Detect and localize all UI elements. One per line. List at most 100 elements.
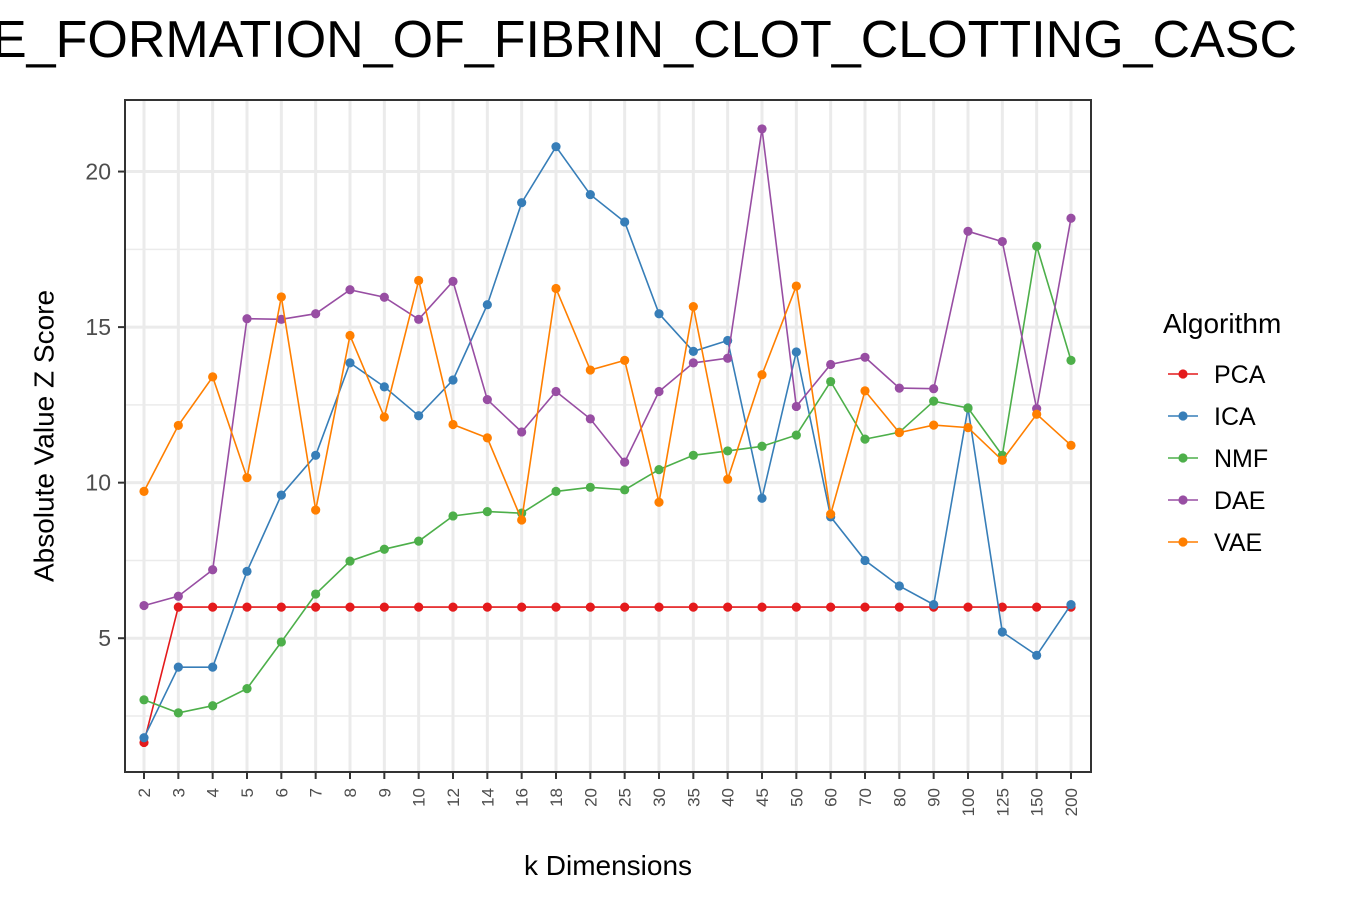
legend-label-dae: DAE [1214,487,1265,515]
data-point-pca [517,602,527,612]
data-point-vae [826,509,836,519]
x-tick-label: 6 [272,788,291,797]
data-point-nmf [791,430,801,440]
data-point-ica [482,300,492,310]
data-point-pca [654,602,664,612]
series-ica [139,142,1076,743]
x-tick-label: 35 [684,788,703,807]
x-tick-label: 80 [890,788,909,807]
panel-border [124,99,1092,773]
series-line-nmf [143,245,1072,714]
series-line-ica [143,145,1072,739]
data-point-ica [173,662,183,672]
legend-title: Algorithm [1163,308,1281,339]
data-point-dae [379,292,389,302]
data-point-vae [551,283,561,294]
data-point-dae [757,124,767,134]
data-point-vae [929,420,939,430]
data-point-vae [517,515,527,525]
legend-key-point-nmf [1178,453,1188,463]
data-point-ica [757,493,767,503]
x-tick-label: 4 [204,788,223,797]
legend-key-point-ica [1178,411,1188,421]
data-point-ica [242,566,252,576]
data-point-pca [963,602,973,612]
data-point-dae [929,384,939,394]
data-point-nmf [311,589,321,599]
data-point-ica [1066,600,1076,610]
data-point-vae [723,474,733,484]
legend-label-ica: ICA [1214,403,1256,431]
data-point-pca [826,602,836,612]
data-point-nmf [1032,241,1042,251]
series-line-vae [143,280,1072,523]
data-point-dae [860,352,870,362]
data-point-ica [860,555,870,566]
data-point-dae [517,427,527,437]
data-point-nmf [139,695,149,705]
data-point-nmf [654,465,664,475]
data-point-nmf [242,684,252,694]
data-point-nmf [723,446,733,456]
data-point-dae [448,276,458,286]
legend-item-nmf: NMF [1168,445,1268,473]
series-vae [139,275,1076,525]
data-point-vae [585,365,595,375]
data-point-pca [997,602,1007,612]
series-nmf [139,241,1076,718]
legend-item-ica: ICA [1168,403,1256,431]
data-point-dae [620,457,630,467]
y-tick-label: 5 [98,625,111,651]
data-point-vae [894,427,904,438]
chart-title: E_FORMATION_OF_FIBRIN_CLOT_CLOTTING_CASC [0,11,1298,69]
data-point-vae [345,330,355,341]
data-point-vae [208,372,218,382]
data-point-pca [757,602,767,612]
data-point-ica [585,189,595,200]
data-point-pca [448,602,458,612]
data-point-nmf [620,485,630,495]
data-point-pca [791,602,801,612]
x-axis-title: k Dimensions [524,850,692,881]
data-point-ica [551,142,561,152]
data-point-vae [620,355,630,365]
x-tick-label: 25 [616,788,635,807]
x-tick-label: 5 [238,788,257,797]
data-point-nmf [688,450,698,460]
data-point-vae [1066,440,1076,450]
x-tick-label: 50 [787,788,806,807]
data-point-pca [242,602,252,612]
data-point-ica [345,358,355,368]
data-point-nmf [276,637,286,647]
x-axis: 2 3 4 5 6 7 8 9 10 12 14 16 18 20 25 30 35 40 45 50 60 70 80 90… [135,772,1081,816]
data-point-dae [482,395,492,405]
data-point-pca [551,602,561,612]
data-point-nmf [757,441,767,451]
series-pca [139,602,1076,748]
data-point-vae [688,301,698,312]
x-tick-label: 150 [1028,788,1047,816]
data-point-nmf [414,536,424,546]
data-point-pca [894,602,904,612]
data-point-dae [791,401,801,412]
data-point-ica [894,581,904,591]
data-point-ica [1032,650,1042,660]
data-point-dae [963,226,973,236]
data-point-nmf [585,482,595,492]
x-tick-label: 18 [547,788,566,807]
x-tick-label: 7 [307,788,326,797]
data-point-vae [173,420,183,431]
data-point-pca [482,602,492,612]
x-tick-label: 125 [993,788,1012,816]
data-point-ica [448,375,458,385]
data-point-dae [1066,213,1076,223]
data-point-dae [276,314,286,324]
data-point-vae [242,473,252,483]
x-tick-label: 45 [753,788,772,807]
series-line-pca [143,606,1071,743]
x-tick-label: 12 [444,788,463,807]
data-point-pca [379,602,389,612]
data-point-ica [414,411,424,421]
legend: Algorithm PCA ICA NMF DAE VAE [1163,308,1281,557]
data-point-dae [242,314,252,324]
